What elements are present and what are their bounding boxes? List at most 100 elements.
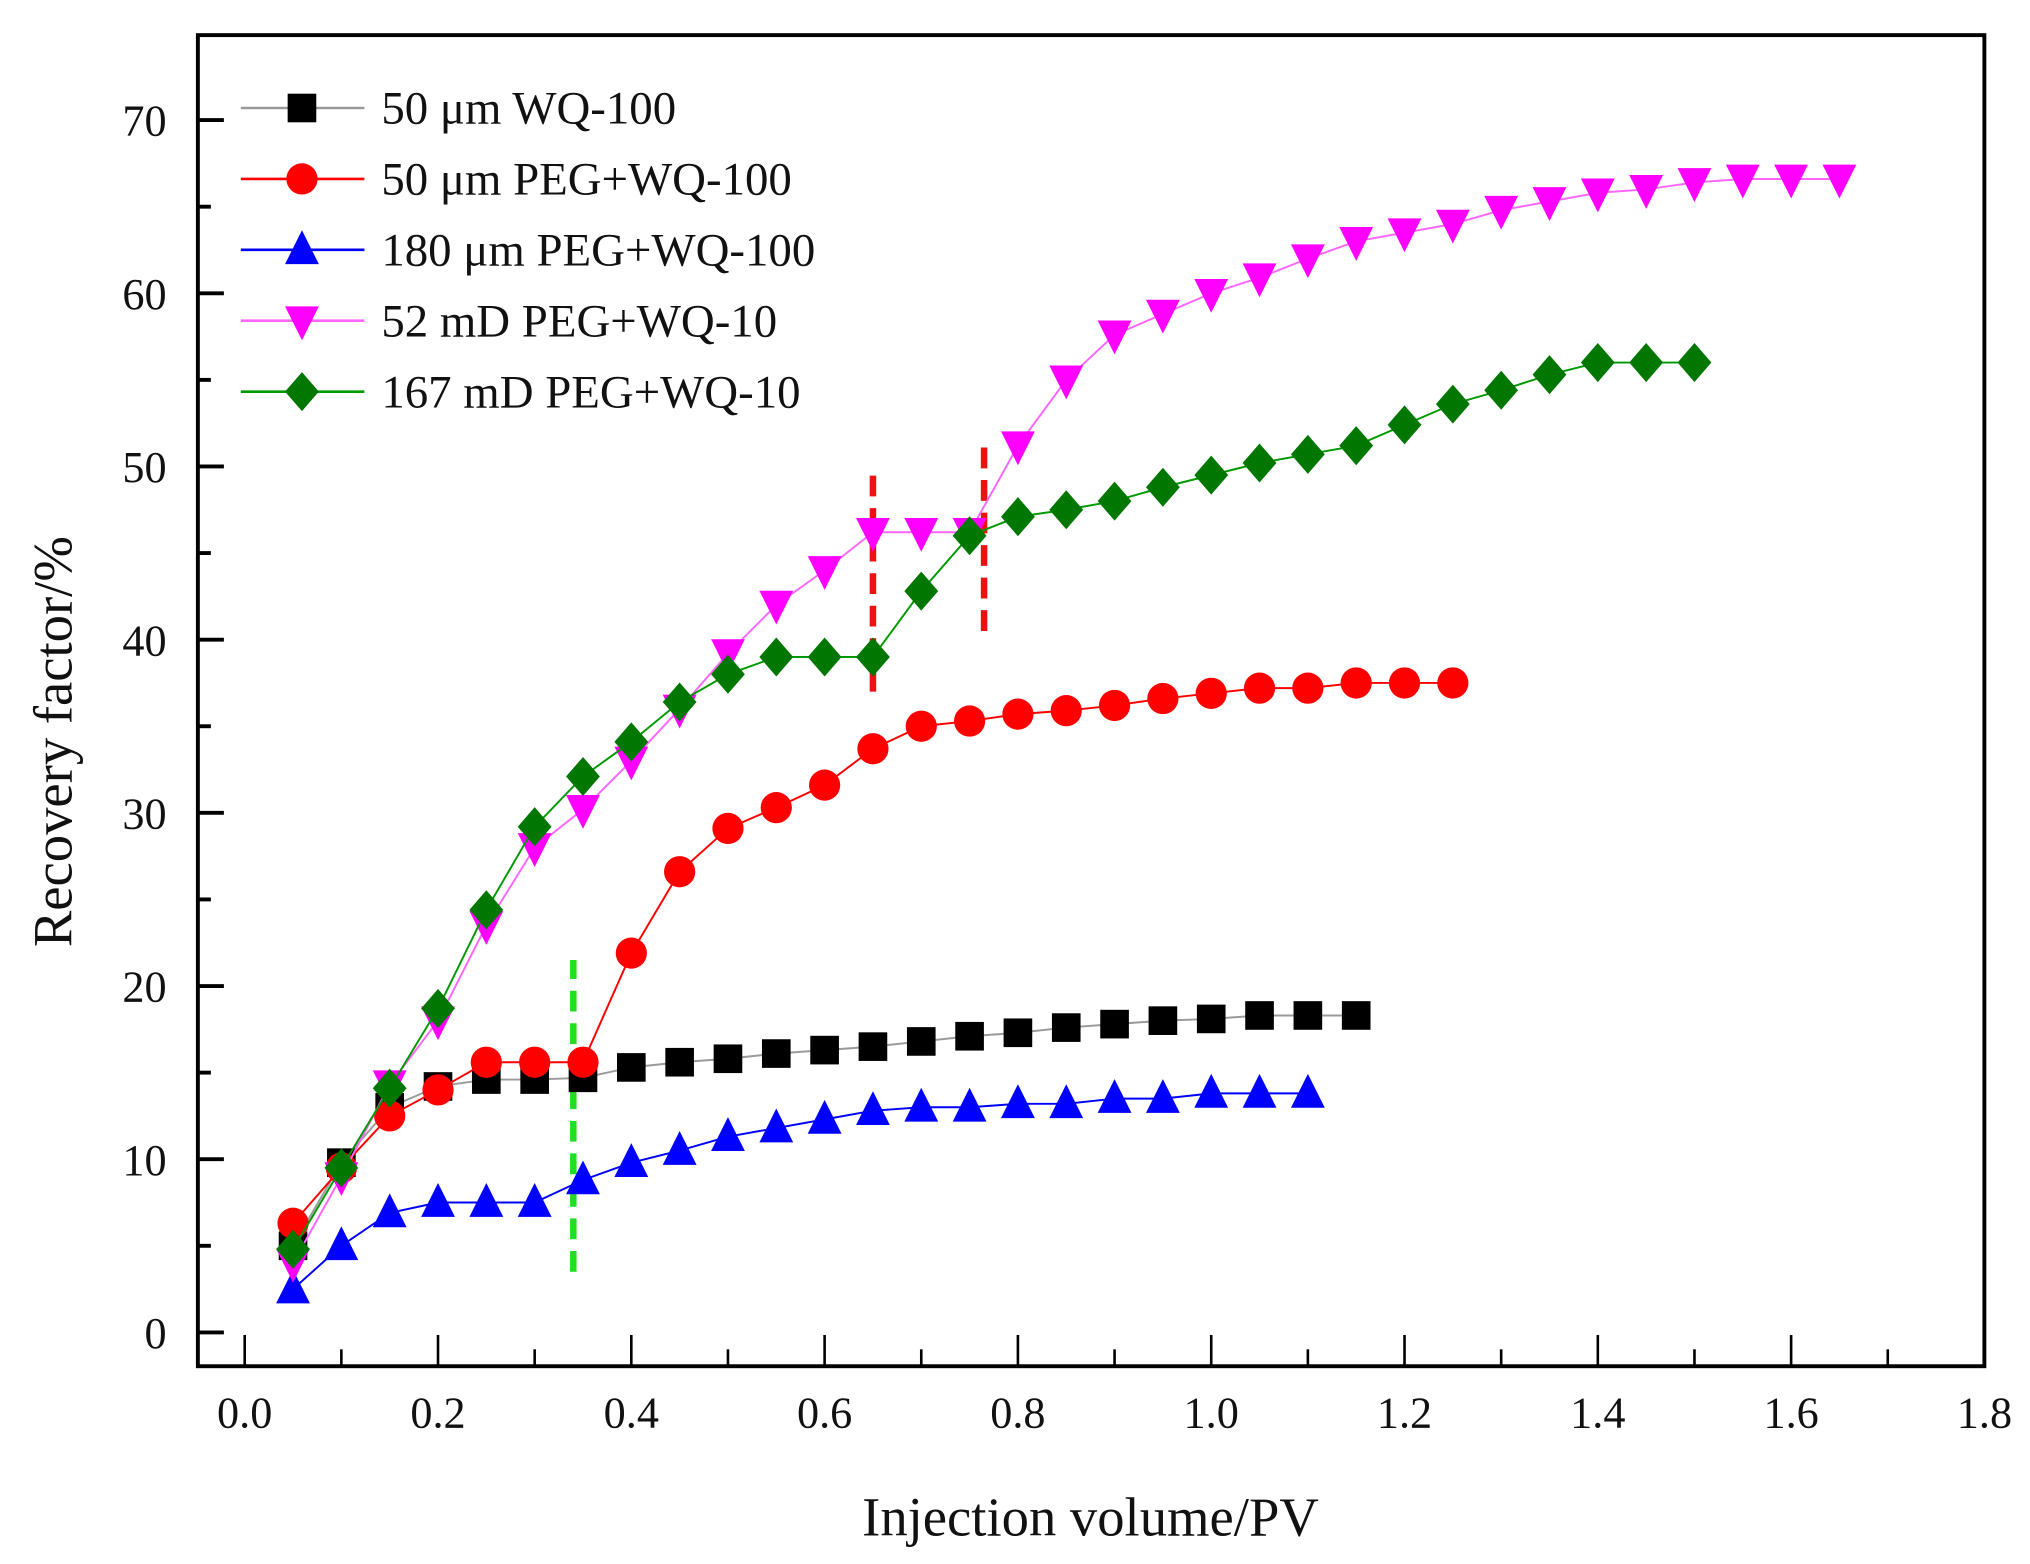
square-marker [616,1053,646,1082]
series-line [292,361,1695,1250]
legend-label: 50 μm PEG+WQ-100 [381,154,792,206]
circle-marker [1340,667,1372,699]
diamond-marker [1290,434,1325,474]
legend-label: 167 mD PEG+WQ-10 [381,366,800,418]
square-marker [1293,1001,1323,1030]
circle-marker [1147,682,1179,715]
triangle-down-marker [1532,187,1567,222]
square-marker [1341,1001,1371,1030]
circle-marker [905,710,937,742]
triangle-up-marker [1145,1079,1180,1113]
triangle-down-marker [1387,218,1422,253]
y-tick-label: 0 [145,1309,167,1358]
triangle-up-marker [711,1117,745,1152]
diamond-marker [1242,443,1277,483]
triangle-down-marker [904,517,939,552]
circle-marker [519,1046,551,1078]
triangle-down-marker [807,556,842,590]
triangle-up-marker [1290,1073,1325,1108]
triangle-down-marker [1774,164,1809,199]
x-tick-label: 0.8 [990,1388,1045,1437]
triangle-down-marker [1580,178,1615,213]
y-tick-label: 40 [122,616,166,665]
diamond-marker [285,372,319,412]
square-marker [1196,1004,1226,1034]
triangle-up-marker [614,1143,649,1177]
x-tick-label: 0.2 [410,1388,465,1437]
diamond-marker [856,637,890,677]
x-tick-label: 1.6 [1763,1388,1818,1437]
diamond-marker [1194,455,1229,495]
triangle-up-marker [1049,1084,1084,1119]
diamond-marker [904,571,939,611]
diamond-marker [807,637,842,677]
square-marker [810,1035,839,1065]
square-marker [761,1039,791,1068]
x-tick-label: 1.8 [1957,1388,2012,1437]
y-tick-label: 30 [122,789,166,838]
triangle-up-marker [517,1182,552,1217]
square-marker [858,1032,888,1061]
triangle-up-marker [807,1099,842,1134]
circle-marker [1050,695,1082,727]
triangle-up-marker [372,1193,407,1228]
square-marker [1245,1001,1274,1030]
triangle-down-marker [285,306,319,341]
circle-marker [1195,677,1227,709]
triangle-down-marker [1435,209,1470,244]
circle-marker [1292,672,1324,704]
legend-label: 50 μm WQ-100 [381,83,676,135]
diamond-marker [566,756,600,796]
diamond-marker [372,1068,407,1108]
diamond-marker [711,654,745,694]
triangle-up-marker [856,1091,890,1126]
circle-marker [664,856,696,888]
triangle-up-marker [1000,1084,1035,1119]
square-marker [665,1047,694,1077]
triangle-up-marker [566,1160,600,1195]
circle-marker [712,812,744,845]
circle-marker [422,1074,454,1106]
triangle-down-marker [1677,168,1712,202]
legend-label: 52 mD PEG+WQ-10 [381,295,777,347]
triangle-down-marker [1484,195,1519,230]
triangle-down-marker [1822,164,1857,199]
triangle-up-marker [285,230,319,265]
circle-marker [760,792,792,824]
x-tick-label: 1.0 [1184,1388,1239,1437]
legend: 50 μm WQ-100 50 μm PEG+WQ-100 180 μm PEG+W… [240,83,815,418]
triangle-down-marker [1194,278,1229,313]
diamond-marker [1049,490,1084,530]
triangle-down-marker [856,517,890,552]
triangle-up-marker [1097,1079,1132,1113]
circle-marker [374,1100,406,1132]
triangle-down-marker [759,590,794,625]
circle-marker [615,937,647,969]
triangle-down-marker [1145,299,1180,334]
diamond-marker [1484,370,1519,410]
triangle-down-marker [1242,263,1277,298]
diamond-marker [1097,481,1132,521]
diamond-marker [1435,384,1470,424]
diamond-marker [421,989,455,1029]
x-tick-label: 0.0 [217,1388,272,1437]
square-marker [287,93,317,123]
triangle-up-marker [276,1269,310,1304]
triangle-down-marker [566,795,600,829]
diamond-marker [324,1148,359,1188]
y-tick-label: 10 [122,1136,166,1185]
circle-marker [1437,667,1469,699]
square-marker [1051,1013,1081,1042]
diamond-marker [276,1229,310,1269]
diamond-marker [1532,355,1567,395]
series-4 [276,343,1712,1269]
triangle-up-marker [469,1182,504,1217]
diamond-marker [1145,467,1180,507]
y-tick-label: 20 [122,963,166,1012]
diamond-marker [1387,405,1422,445]
square-marker [1148,1006,1178,1035]
diamond-marker [1677,343,1712,383]
circle-marker [1243,672,1276,704]
y-tick-label: 70 [122,97,166,146]
triangle-down-marker [614,746,649,781]
